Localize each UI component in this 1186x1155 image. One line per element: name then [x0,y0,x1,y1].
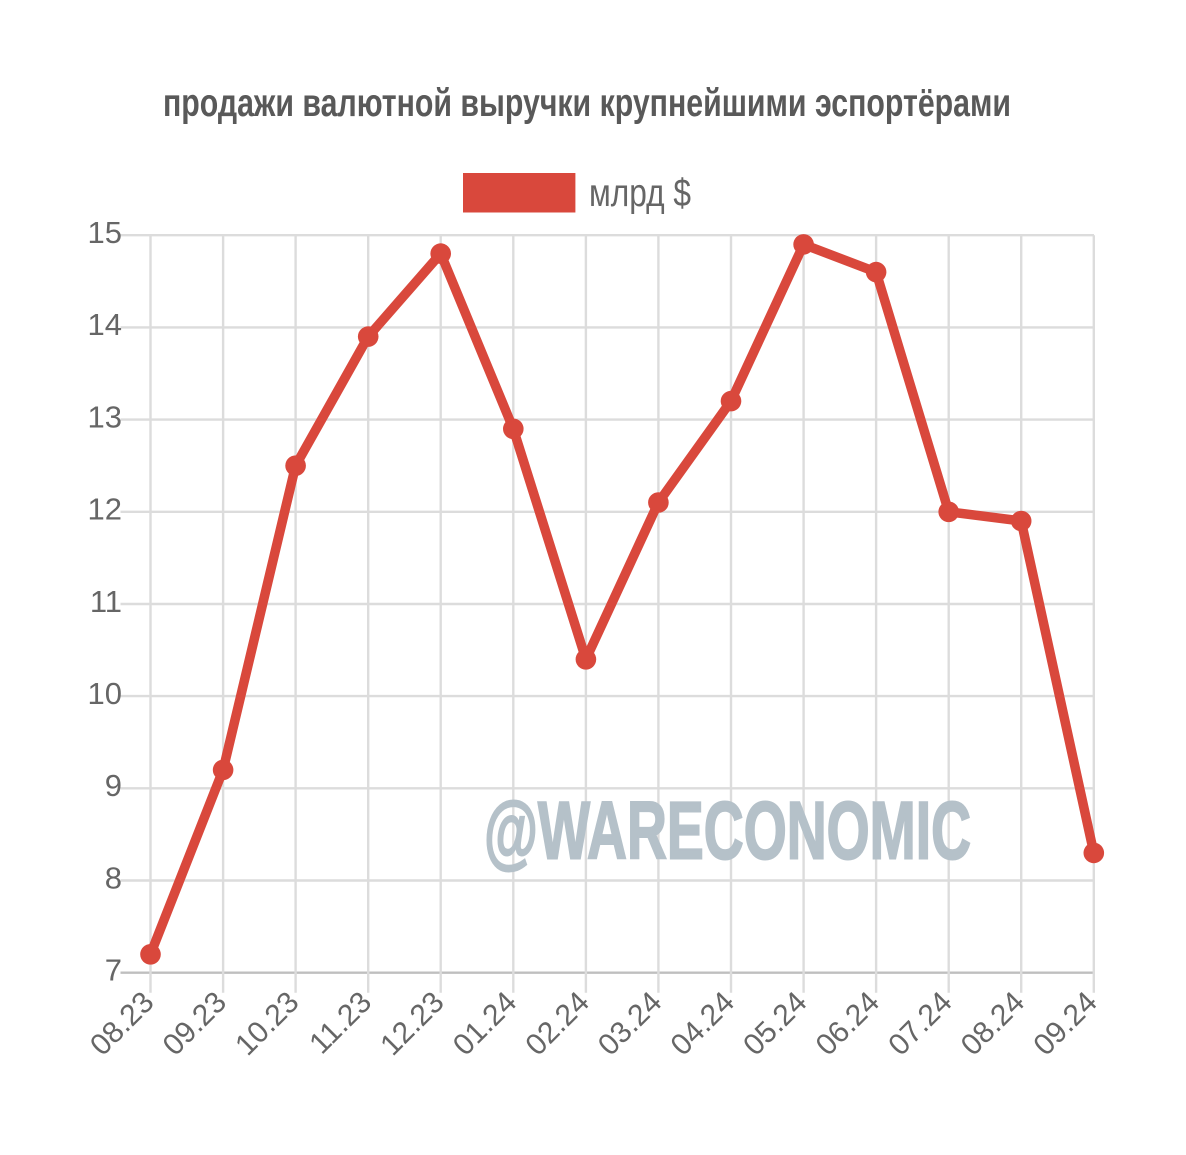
svg-text:млрд $: млрд $ [589,172,691,215]
svg-text:12: 12 [88,492,122,527]
svg-text:7: 7 [105,953,122,988]
svg-text:15: 15 [88,215,122,250]
svg-text:10: 10 [88,676,122,711]
svg-text:@WARECONOMIC: @WARECONOMIC [484,786,971,877]
svg-text:11: 11 [90,584,122,619]
svg-text:продажи валютной выручки крупн: продажи валютной выручки крупнейшими эсп… [163,82,1011,125]
svg-text:14: 14 [88,307,122,342]
svg-text:8: 8 [105,860,122,895]
svg-text:13: 13 [88,399,122,434]
svg-text:9: 9 [105,768,122,803]
